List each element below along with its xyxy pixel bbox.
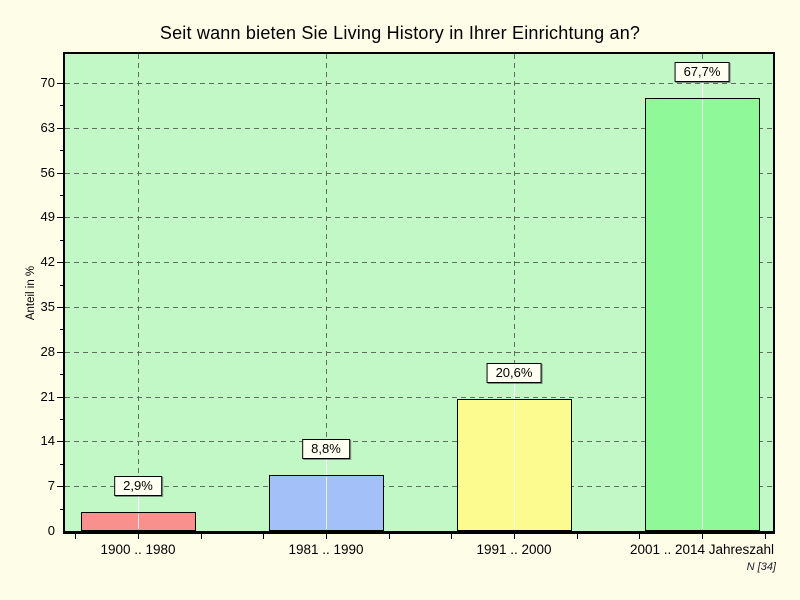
bar-value-label: 20,6% [486, 363, 542, 383]
label-connector [514, 383, 515, 399]
h-gridline [65, 172, 773, 174]
bar-value-label: 8,8% [302, 439, 350, 459]
y-major-tick [57, 307, 63, 308]
v-gridline [138, 54, 139, 531]
y-tick-label: 63 [40, 119, 55, 135]
x-minor-tick [263, 534, 264, 539]
y-minor-tick [60, 463, 63, 465]
x-category-label: 1900 .. 1980 [100, 542, 176, 557]
h-gridline [65, 83, 773, 84]
h-gridline [65, 396, 773, 398]
h-gridline [65, 127, 773, 129]
y-major-tick [57, 396, 63, 398]
y-minor-tick [60, 195, 63, 196]
x-minor-tick [138, 534, 139, 539]
y-tick-label: 42 [40, 254, 55, 270]
y-axis-title: Anteil in % [25, 265, 37, 321]
bar-1981-1990 [268, 475, 384, 531]
y-major-tick [57, 441, 63, 443]
y-minor-tick [60, 419, 63, 420]
y-minor-tick [60, 374, 63, 376]
y-major-tick [57, 127, 63, 129]
h-gridline [65, 217, 773, 219]
y-major-tick [57, 351, 63, 353]
x-category-label: 1991 .. 2000 [476, 542, 552, 557]
x-minor-tick [577, 534, 578, 539]
bar-value-label: 67,7% [674, 62, 730, 82]
bar-2001-2014 [644, 98, 760, 531]
v-gridline [326, 54, 327, 531]
bar-center-line [326, 477, 327, 529]
y-minor-tick [60, 105, 63, 107]
bar-center-line [514, 401, 515, 529]
label-connector [138, 496, 139, 512]
y-tick-label: 49 [40, 209, 55, 225]
v-gridline [514, 54, 515, 531]
y-major-tick [57, 262, 63, 264]
h-gridline [65, 262, 773, 264]
y-tick-label: 21 [40, 388, 55, 404]
bar-1991-2000 [456, 399, 572, 531]
y-minor-tick [60, 239, 63, 241]
x-minor-tick [639, 534, 640, 539]
x-minor-tick [514, 534, 515, 539]
x-category-label: 1981 .. 1990 [288, 542, 364, 557]
x-minor-tick [451, 534, 452, 539]
x-minor-tick [389, 534, 390, 539]
label-connector [702, 82, 703, 98]
x-minor-tick [75, 534, 76, 539]
bar-value-label: 2,9% [114, 476, 162, 496]
y-tick-label: 56 [40, 164, 55, 180]
x-minor-tick [201, 534, 202, 539]
y-tick-label: 35 [40, 299, 55, 314]
y-major-tick [57, 486, 63, 488]
x-minor-tick [765, 534, 766, 539]
y-major-tick [57, 217, 63, 219]
y-tick-label: 70 [40, 75, 55, 90]
x-minor-tick [326, 534, 327, 539]
bar-center-line [702, 100, 703, 529]
h-gridline [65, 486, 773, 488]
h-gridline [65, 351, 773, 353]
bar-center-line [138, 514, 139, 529]
plot-frame [63, 52, 775, 534]
y-major-tick [57, 172, 63, 174]
chart-title: Seit wann bieten Sie Living History in I… [159, 23, 641, 43]
y-minor-tick [60, 508, 63, 510]
h-gridline [65, 441, 773, 443]
bar-1900-1980 [80, 512, 196, 531]
y-major-tick [57, 83, 63, 84]
y-minor-tick [60, 329, 63, 331]
h-gridline [65, 307, 773, 308]
y-tick-label: 7 [47, 478, 55, 494]
plot-area: 2,9% 8,8% 20,6% 67,7% [65, 54, 773, 531]
label-connector [326, 459, 327, 475]
sample-size-note: N [34] [746, 561, 776, 573]
y-tick-label: 28 [40, 343, 55, 359]
x-minor-tick [702, 534, 703, 539]
y-tick-label: 14 [40, 433, 55, 449]
y-minor-tick [60, 150, 63, 152]
y-tick-label: 0 [47, 523, 55, 538]
x-category-label: 2001 .. 2014 Jahreszahl [629, 542, 775, 557]
y-minor-tick [60, 284, 63, 286]
